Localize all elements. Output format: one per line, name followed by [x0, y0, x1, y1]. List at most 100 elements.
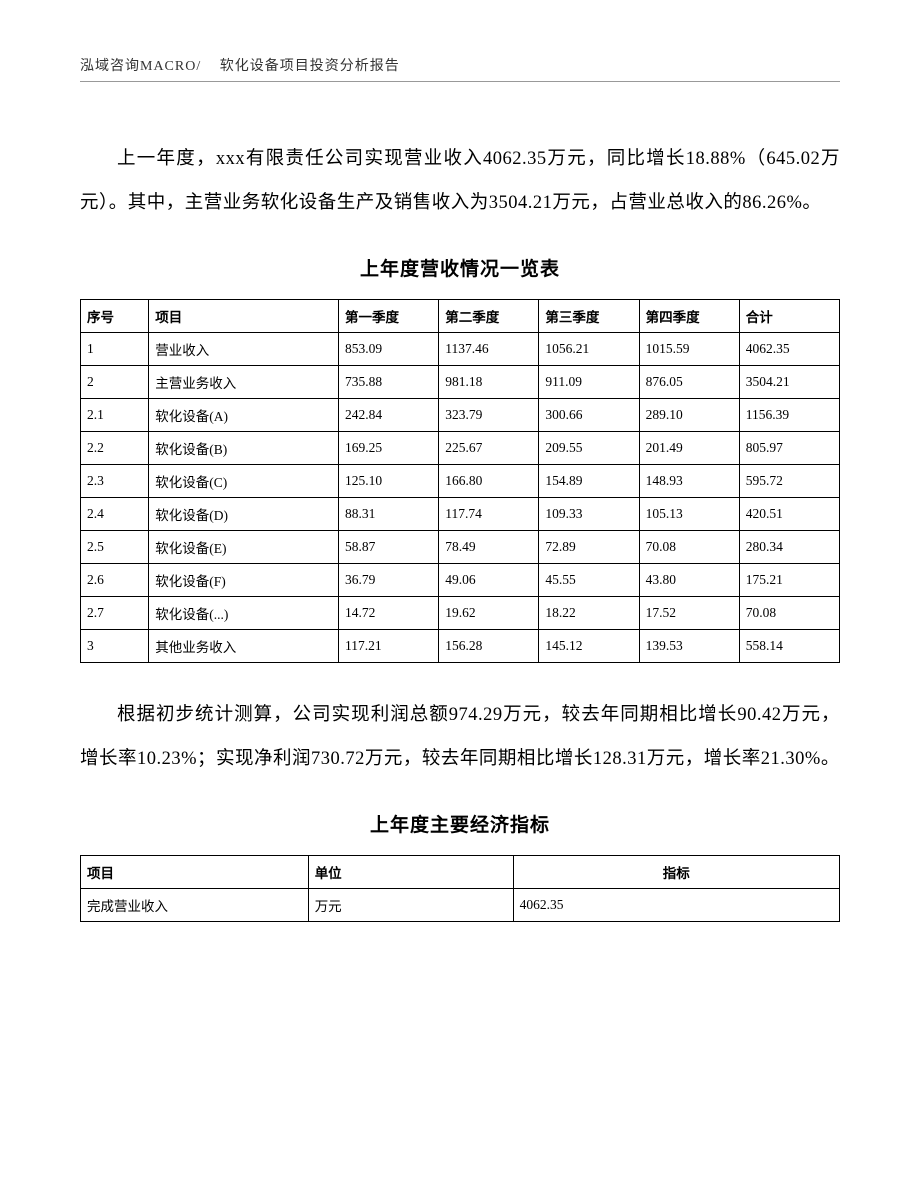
table-cell: 105.13	[639, 497, 739, 530]
table-cell: 154.89	[539, 464, 639, 497]
th-indicator: 指标	[513, 855, 839, 888]
table-header-row: 项目 单位 指标	[81, 855, 840, 888]
indicator-table-body: 完成营业收入万元4062.35	[81, 888, 840, 921]
table-cell: 2.7	[81, 596, 149, 629]
table-cell: 43.80	[639, 563, 739, 596]
table-cell: 876.05	[639, 365, 739, 398]
table-cell: 2.1	[81, 398, 149, 431]
table-cell: 2.5	[81, 530, 149, 563]
table-cell: 3	[81, 629, 149, 662]
table-cell: 175.21	[739, 563, 839, 596]
table-cell: 软化设备(D)	[149, 497, 339, 530]
table-cell: 125.10	[339, 464, 439, 497]
table-row: 2.7软化设备(...)14.7219.6218.2217.5270.08	[81, 596, 840, 629]
table-cell: 17.52	[639, 596, 739, 629]
th-total: 合计	[739, 299, 839, 332]
indicator-table: 项目 单位 指标 完成营业收入万元4062.35	[80, 855, 840, 922]
document-page: 泓域咨询MACRO/ 软化设备项目投资分析报告 上一年度，xxx有限责任公司实现…	[0, 0, 920, 1191]
table-cell: 2.2	[81, 431, 149, 464]
table-cell: 2.3	[81, 464, 149, 497]
table-cell: 805.97	[739, 431, 839, 464]
table-cell: 88.31	[339, 497, 439, 530]
table-cell: 万元	[308, 888, 513, 921]
table-cell: 70.08	[739, 596, 839, 629]
table-cell: 735.88	[339, 365, 439, 398]
th-unit: 单位	[308, 855, 513, 888]
table-cell: 300.66	[539, 398, 639, 431]
table-cell: 289.10	[639, 398, 739, 431]
header-left: 泓域咨询MACRO/	[80, 59, 201, 74]
table-cell: 242.84	[339, 398, 439, 431]
table-cell: 280.34	[739, 530, 839, 563]
th-seq: 序号	[81, 299, 149, 332]
table-cell: 营业收入	[149, 332, 339, 365]
table-cell: 2.4	[81, 497, 149, 530]
table-cell: 225.67	[439, 431, 539, 464]
table-cell: 323.79	[439, 398, 539, 431]
table-cell: 109.33	[539, 497, 639, 530]
table-cell: 软化设备(B)	[149, 431, 339, 464]
table-cell: 主营业务收入	[149, 365, 339, 398]
table-row: 2主营业务收入735.88981.18911.09876.053504.21	[81, 365, 840, 398]
table-cell: 4062.35	[739, 332, 839, 365]
revenue-table-body: 1营业收入853.091137.461056.211015.594062.352…	[81, 332, 840, 662]
th-q1: 第一季度	[339, 299, 439, 332]
table-cell: 1156.39	[739, 398, 839, 431]
table-cell: 166.80	[439, 464, 539, 497]
table-cell: 软化设备(...)	[149, 596, 339, 629]
th-item: 项目	[149, 299, 339, 332]
table-cell: 3504.21	[739, 365, 839, 398]
table-cell: 853.09	[339, 332, 439, 365]
table-cell: 软化设备(C)	[149, 464, 339, 497]
table-cell: 558.14	[739, 629, 839, 662]
table1-title: 上年度营收情况一览表	[80, 254, 840, 281]
table-cell: 148.93	[639, 464, 739, 497]
table-cell: 2.6	[81, 563, 149, 596]
th-project: 项目	[81, 855, 309, 888]
table-cell: 45.55	[539, 563, 639, 596]
paragraph-2: 根据初步统计测算，公司实现利润总额974.29万元，较去年同期相比增长90.42…	[80, 693, 840, 782]
table-cell: 软化设备(A)	[149, 398, 339, 431]
table-cell: 70.08	[639, 530, 739, 563]
table-cell: 软化设备(F)	[149, 563, 339, 596]
table-cell: 4062.35	[513, 888, 839, 921]
table-cell: 软化设备(E)	[149, 530, 339, 563]
page-header: 泓域咨询MACRO/ 软化设备项目投资分析报告	[80, 55, 840, 82]
table-cell: 49.06	[439, 563, 539, 596]
table-cell: 1015.59	[639, 332, 739, 365]
table-cell: 117.74	[439, 497, 539, 530]
table-cell: 145.12	[539, 629, 639, 662]
table-row: 2.6软化设备(F)36.7949.0645.5543.80175.21	[81, 563, 840, 596]
table-row: 完成营业收入万元4062.35	[81, 888, 840, 921]
revenue-table: 序号 项目 第一季度 第二季度 第三季度 第四季度 合计 1营业收入853.09…	[80, 299, 840, 663]
table-cell: 117.21	[339, 629, 439, 662]
paragraph-1: 上一年度，xxx有限责任公司实现营业收入4062.35万元，同比增长18.88%…	[80, 137, 840, 226]
table-row: 2.4软化设备(D)88.31117.74109.33105.13420.51	[81, 497, 840, 530]
table-cell: 完成营业收入	[81, 888, 309, 921]
table-cell: 36.79	[339, 563, 439, 596]
table-cell: 其他业务收入	[149, 629, 339, 662]
table-cell: 1137.46	[439, 332, 539, 365]
table-cell: 78.49	[439, 530, 539, 563]
table-cell: 72.89	[539, 530, 639, 563]
table-cell: 1	[81, 332, 149, 365]
table-cell: 911.09	[539, 365, 639, 398]
table-row: 2.2软化设备(B)169.25225.67209.55201.49805.97	[81, 431, 840, 464]
table-header-row: 序号 项目 第一季度 第二季度 第三季度 第四季度 合计	[81, 299, 840, 332]
th-q4: 第四季度	[639, 299, 739, 332]
th-q3: 第三季度	[539, 299, 639, 332]
table-cell: 14.72	[339, 596, 439, 629]
table-cell: 209.55	[539, 431, 639, 464]
table-row: 2.1软化设备(A)242.84323.79300.66289.101156.3…	[81, 398, 840, 431]
table-cell: 18.22	[539, 596, 639, 629]
table-cell: 58.87	[339, 530, 439, 563]
table-row: 1营业收入853.091137.461056.211015.594062.35	[81, 332, 840, 365]
th-q2: 第二季度	[439, 299, 539, 332]
table2-title: 上年度主要经济指标	[80, 810, 840, 837]
table-row: 2.3软化设备(C)125.10166.80154.89148.93595.72	[81, 464, 840, 497]
table-cell: 169.25	[339, 431, 439, 464]
table-row: 3其他业务收入117.21156.28145.12139.53558.14	[81, 629, 840, 662]
table-cell: 981.18	[439, 365, 539, 398]
table-cell: 1056.21	[539, 332, 639, 365]
table-cell: 420.51	[739, 497, 839, 530]
